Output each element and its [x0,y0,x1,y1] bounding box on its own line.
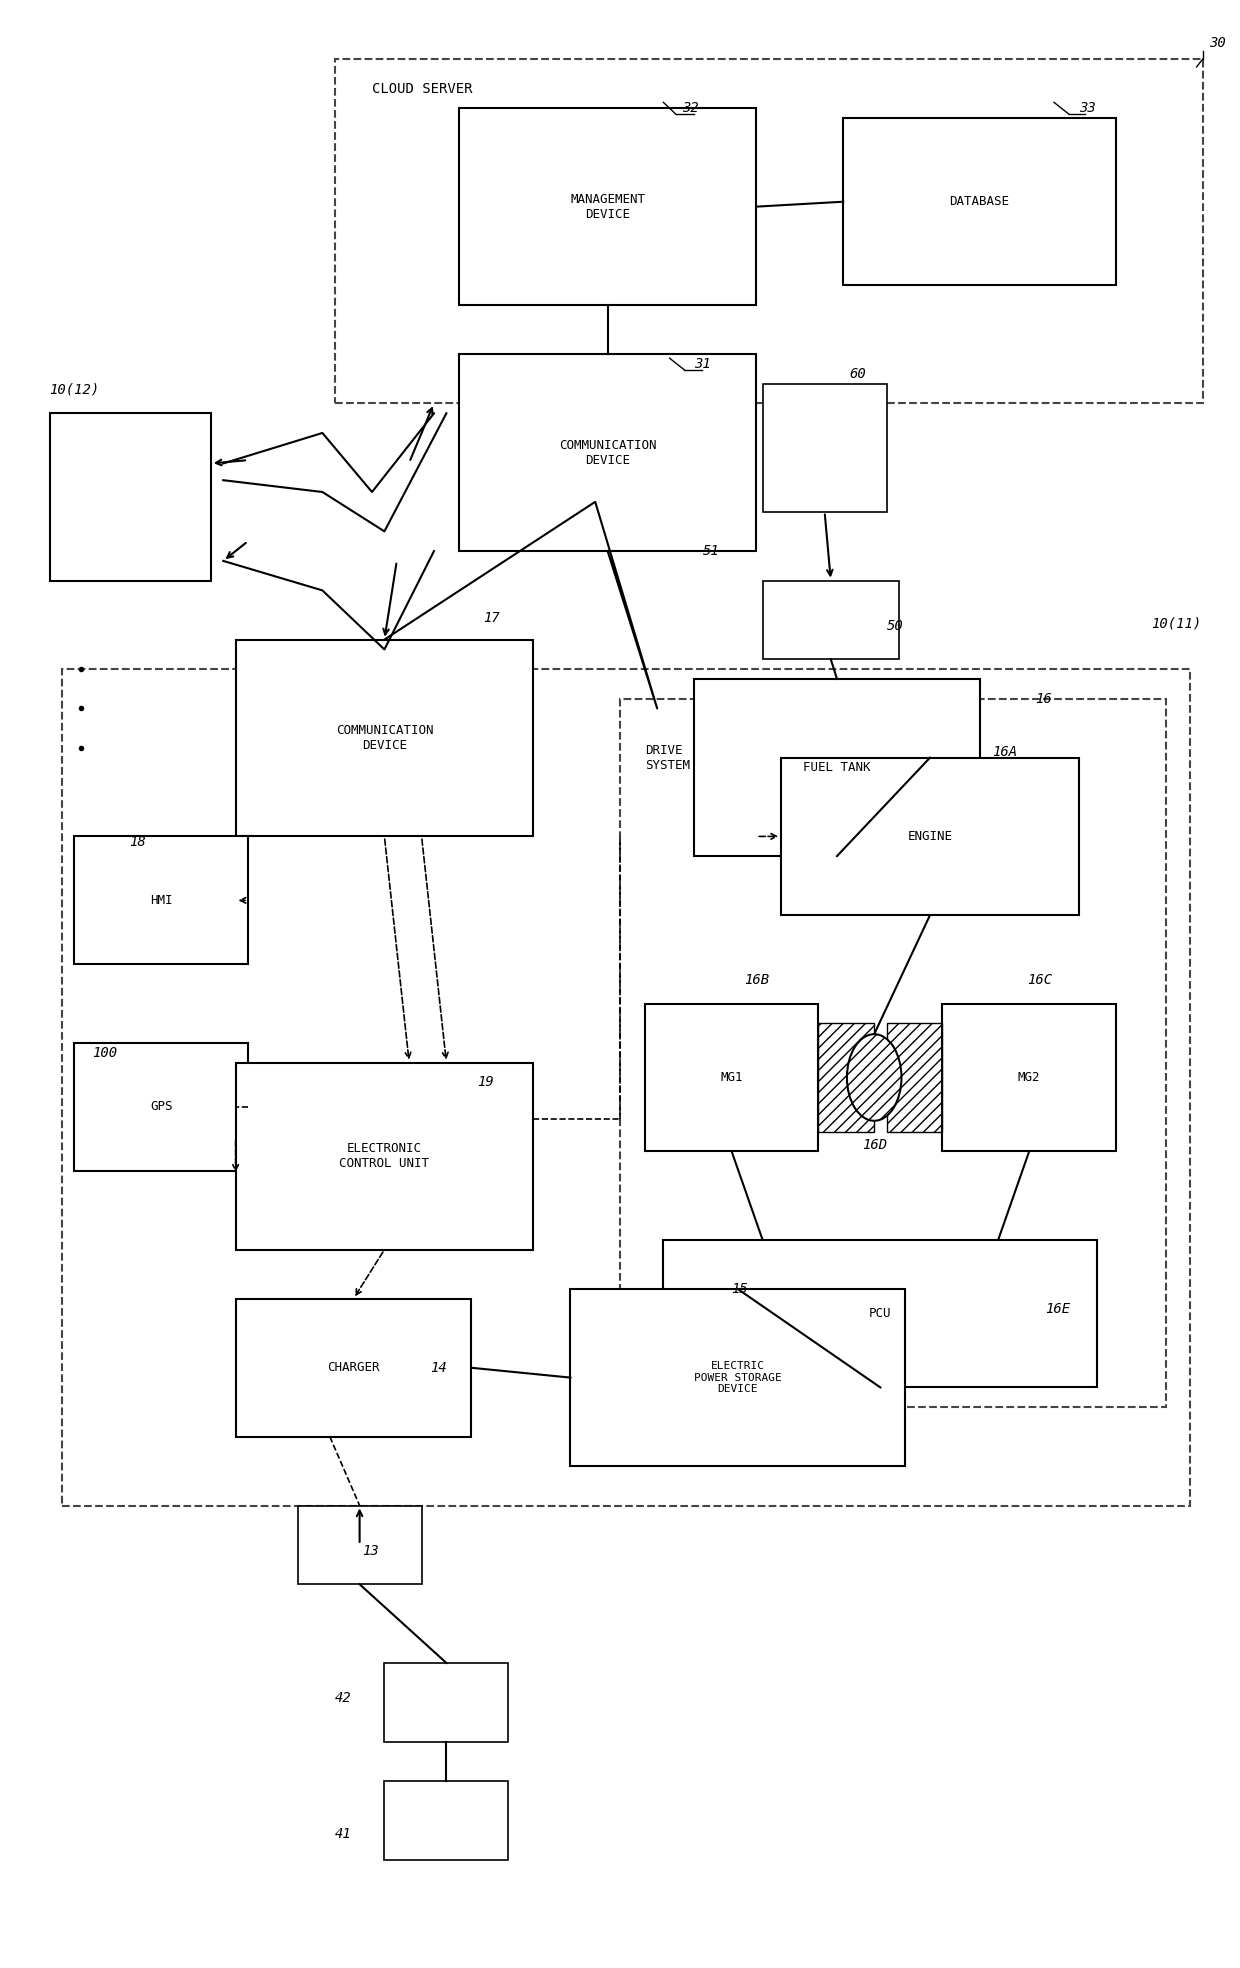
Text: 42: 42 [335,1691,352,1706]
Text: MG2: MG2 [1018,1071,1040,1084]
Text: 31: 31 [694,356,712,372]
FancyBboxPatch shape [663,1240,1097,1387]
Text: 17: 17 [484,610,501,626]
Text: MANAGEMENT
DEVICE: MANAGEMENT DEVICE [570,193,645,220]
Text: 41: 41 [335,1826,352,1842]
Text: 10(12): 10(12) [50,382,100,398]
Text: 16E: 16E [1045,1301,1070,1317]
FancyBboxPatch shape [62,669,1190,1506]
Text: 16C: 16C [1027,972,1052,988]
Text: ELECTRIC
POWER STORAGE
DEVICE: ELECTRIC POWER STORAGE DEVICE [694,1362,781,1393]
Text: CLOUD SERVER: CLOUD SERVER [372,81,472,96]
FancyBboxPatch shape [50,413,211,581]
Text: ENGINE: ENGINE [908,830,952,842]
FancyBboxPatch shape [459,108,756,305]
Text: 51: 51 [703,543,720,559]
FancyBboxPatch shape [74,836,248,964]
Text: 15: 15 [732,1281,749,1297]
Bar [887,1023,942,1132]
Text: 16: 16 [1035,691,1053,707]
FancyBboxPatch shape [298,1506,422,1584]
FancyBboxPatch shape [236,1299,471,1437]
Text: 10(11): 10(11) [1151,616,1202,632]
Text: COMMUNICATION
DEVICE: COMMUNICATION DEVICE [336,724,433,752]
Text: 33: 33 [1079,100,1096,116]
Text: 16B: 16B [744,972,769,988]
FancyBboxPatch shape [645,1004,818,1151]
FancyBboxPatch shape [781,758,1079,915]
Text: 60: 60 [849,366,867,382]
Text: 16A: 16A [992,744,1017,760]
Text: 13: 13 [362,1543,379,1559]
FancyBboxPatch shape [236,640,533,836]
Bar [818,1023,874,1132]
FancyBboxPatch shape [384,1663,508,1742]
Text: DATABASE: DATABASE [950,195,1009,209]
FancyBboxPatch shape [459,354,756,551]
Text: 14: 14 [430,1360,448,1376]
Text: PCU: PCU [869,1307,892,1321]
Text: 50: 50 [887,618,904,634]
Text: MG1: MG1 [720,1071,743,1084]
FancyBboxPatch shape [384,1781,508,1860]
FancyBboxPatch shape [843,118,1116,285]
Text: DRIVE
SYSTEM: DRIVE SYSTEM [645,744,689,771]
Text: 19: 19 [477,1075,495,1090]
FancyBboxPatch shape [694,679,980,856]
Text: GPS: GPS [150,1100,172,1114]
FancyBboxPatch shape [335,59,1203,403]
FancyBboxPatch shape [763,384,887,512]
Text: 16D: 16D [862,1138,887,1153]
FancyBboxPatch shape [942,1004,1116,1151]
Text: HMI: HMI [150,893,172,907]
Text: ELECTRONIC
CONTROL UNIT: ELECTRONIC CONTROL UNIT [340,1141,429,1171]
Text: 30: 30 [1209,35,1226,51]
FancyBboxPatch shape [570,1289,905,1466]
FancyBboxPatch shape [620,699,1166,1407]
Circle shape [847,1033,901,1122]
Text: 100: 100 [92,1045,117,1061]
Text: COMMUNICATION
DEVICE: COMMUNICATION DEVICE [559,439,656,466]
Text: 32: 32 [682,100,699,116]
FancyBboxPatch shape [74,1043,248,1171]
FancyBboxPatch shape [236,1063,533,1250]
Text: CHARGER: CHARGER [327,1362,379,1374]
FancyBboxPatch shape [763,581,899,659]
Text: FUEL TANK: FUEL TANK [804,762,870,773]
Text: 18: 18 [129,834,146,850]
